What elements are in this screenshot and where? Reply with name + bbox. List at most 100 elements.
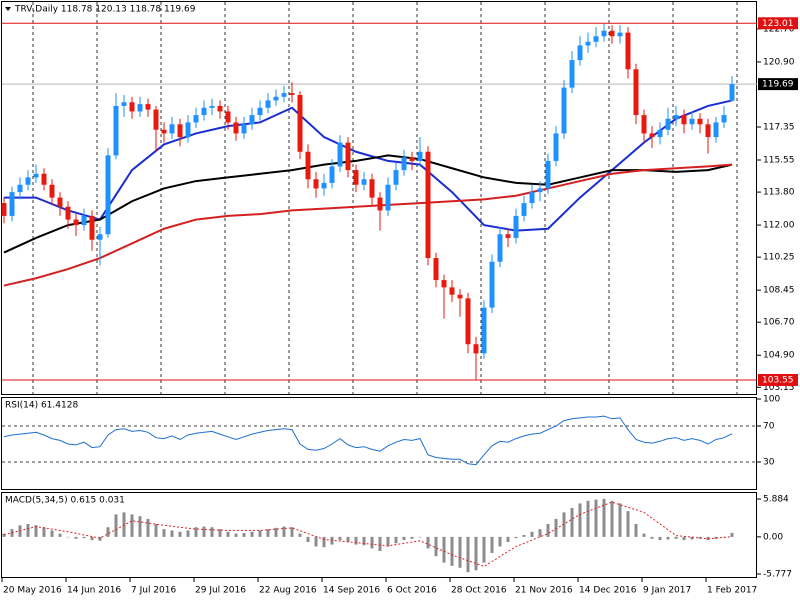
x-tick-label: 7 Jul 2016: [131, 586, 176, 596]
candle-body: [681, 115, 687, 125]
macd-bar: [362, 536, 366, 546]
macd-bar: [410, 536, 414, 539]
macd-bar: [306, 536, 310, 543]
candle-body: [265, 100, 271, 108]
macd-bar: [626, 511, 630, 537]
chart-title: TRV,Daily 118.78 120.13 118.78 119.69: [14, 5, 196, 15]
candle-body: [513, 215, 519, 238]
candle-body: [433, 258, 439, 281]
candle-body: [313, 179, 319, 189]
macd-bar: [314, 536, 318, 547]
candle-body: [73, 219, 79, 226]
y-tick-label: 106.70: [763, 318, 795, 328]
macd-bar: [74, 536, 78, 539]
candle-body: [713, 122, 719, 138]
candle-body: [393, 170, 399, 185]
macd-bar: [482, 536, 486, 563]
candle-body: [481, 307, 487, 354]
candle-body: [81, 215, 87, 226]
macd-bar: [58, 533, 62, 537]
macd-bar: [154, 524, 158, 537]
macd-bar: [730, 532, 734, 537]
candle-body: [177, 124, 183, 138]
macd-bar: [194, 527, 198, 537]
macd-bar: [642, 533, 646, 537]
macd-bar: [226, 531, 230, 537]
macd-bar: [90, 536, 94, 541]
candle-body: [689, 118, 695, 125]
candle-body: [209, 105, 215, 108]
candle-body: [329, 166, 335, 183]
candle-body: [449, 287, 455, 295]
candle-body: [17, 184, 23, 193]
price-panel-frame: [1, 1, 757, 395]
macd-bar: [506, 536, 510, 543]
candle-body: [521, 203, 527, 216]
y-tick-label: 103.15: [763, 383, 795, 393]
macd-bar: [114, 514, 118, 537]
macd-bar: [514, 536, 518, 539]
y-tick-label: 5.884: [763, 495, 789, 505]
candle-body: [361, 179, 367, 185]
macd-bar: [178, 531, 182, 537]
macd-bar: [426, 536, 430, 549]
y-tick-label: 108.45: [763, 286, 795, 296]
candle-body: [409, 157, 415, 161]
x-tick-label: 28 Oct 2016: [451, 586, 507, 596]
candle-body: [457, 294, 463, 299]
moving-average: [4, 99, 733, 232]
candle-body: [417, 151, 423, 161]
candle-body: [137, 104, 143, 112]
candle-body: [425, 151, 431, 259]
macd-bar: [274, 527, 278, 537]
candle-body: [25, 177, 31, 185]
candle-body: [9, 192, 15, 216]
macd-bar: [266, 529, 270, 537]
menu-arrow: [5, 7, 11, 11]
macd-bar: [322, 536, 326, 548]
x-tick-label: 14 Dec 2016: [579, 586, 637, 596]
moving-average: [3, 154, 733, 254]
y-tick-label: 100: [763, 395, 780, 405]
macd-bar: [258, 530, 262, 537]
macd-bar: [386, 536, 390, 547]
macd-bar: [634, 524, 638, 537]
candle-body: [89, 215, 95, 240]
macd-bar: [234, 533, 238, 537]
candle-body: [569, 60, 575, 88]
macd-bar: [146, 518, 150, 537]
candle-body: [121, 102, 127, 106]
candle-body: [505, 234, 511, 238]
macd-bar: [170, 530, 174, 537]
macd-bar: [554, 518, 558, 537]
candle-body: [129, 102, 135, 112]
candle-body: [497, 234, 503, 262]
candle-body: [305, 151, 311, 180]
y-tick-label: 104.90: [763, 351, 795, 361]
macd-bar: [498, 536, 502, 547]
price-label-box: [758, 78, 798, 91]
candle-body: [489, 261, 495, 308]
candle-body: [57, 197, 63, 207]
candle-body: [401, 157, 407, 171]
y-tick-label: 70: [763, 422, 775, 432]
price-label-box: [758, 373, 798, 386]
candle-body: [609, 30, 615, 37]
rsi-title: RSI(14) 61.4128: [5, 401, 78, 411]
macd-bar: [282, 526, 286, 537]
candle-body: [473, 344, 479, 354]
macd-bar: [610, 500, 614, 537]
macd-bar: [442, 536, 446, 563]
candle-body: [297, 94, 303, 152]
macd-bar: [682, 536, 686, 541]
candle-body: [273, 96, 279, 101]
candle-body: [545, 160, 551, 189]
candle-body: [217, 105, 223, 112]
y-tick-label: 117.35: [763, 123, 795, 133]
candle-body: [585, 41, 591, 46]
macd-bar: [218, 529, 222, 537]
macd-bar: [106, 527, 110, 537]
macd-bar: [546, 524, 550, 537]
candle-body: [49, 184, 55, 198]
macd-bar: [26, 524, 30, 537]
